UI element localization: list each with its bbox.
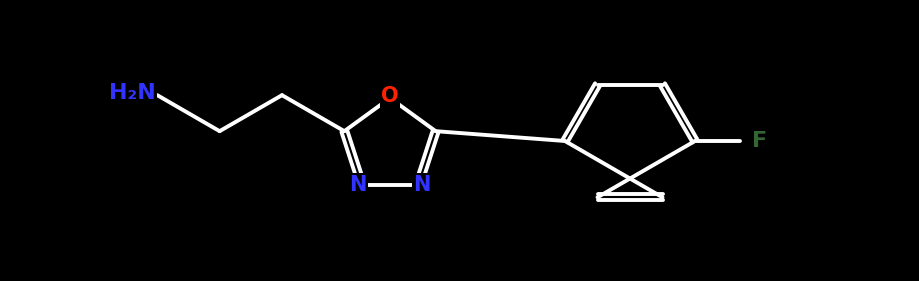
Text: O: O — [380, 86, 398, 106]
Text: N: N — [348, 175, 366, 195]
Text: N: N — [413, 175, 430, 195]
Text: F: F — [752, 131, 766, 151]
Text: H₂N: H₂N — [108, 83, 155, 103]
